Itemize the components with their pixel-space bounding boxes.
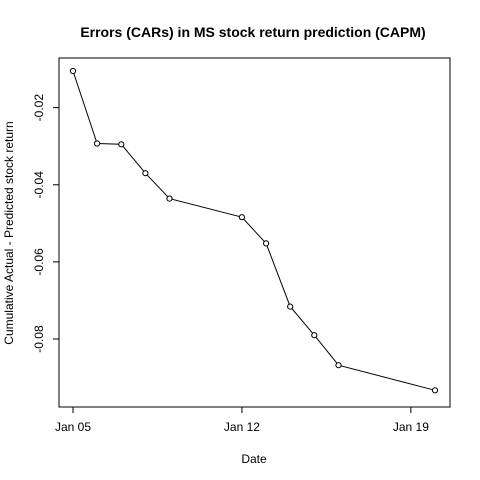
data-points xyxy=(69,67,439,394)
plot-frame xyxy=(58,57,451,408)
data-point xyxy=(263,240,270,247)
y-tick-label: -0.08 xyxy=(32,325,46,353)
data-point xyxy=(142,170,149,177)
x-tick-label: Jan 05 xyxy=(55,420,91,434)
data-point xyxy=(431,387,439,394)
data-point xyxy=(335,362,342,369)
data-point xyxy=(166,195,173,202)
series-line xyxy=(72,70,436,391)
x-axis-label: Date xyxy=(241,452,267,466)
data-point xyxy=(69,67,77,75)
y-tick-label: -0.04 xyxy=(32,171,46,199)
x-tick-label: Jan 19 xyxy=(393,420,429,434)
y-axis: -0.02 -0.04 -0.06 -0.08 xyxy=(32,94,59,353)
data-point xyxy=(311,332,318,339)
x-tick-label: Jan 12 xyxy=(224,420,260,434)
y-axis-label: Cumulative Actual - Predicted stock retu… xyxy=(2,121,16,344)
chart-title: Errors (CARs) in MS stock return predict… xyxy=(80,24,425,40)
data-point xyxy=(238,214,245,221)
y-tick-label: -0.06 xyxy=(32,248,46,276)
y-tick-label: -0.02 xyxy=(32,94,46,122)
x-axis: Jan 05 Jan 12 Jan 19 xyxy=(55,407,429,434)
data-point xyxy=(94,140,101,147)
data-point xyxy=(118,141,125,148)
data-point xyxy=(287,303,294,310)
